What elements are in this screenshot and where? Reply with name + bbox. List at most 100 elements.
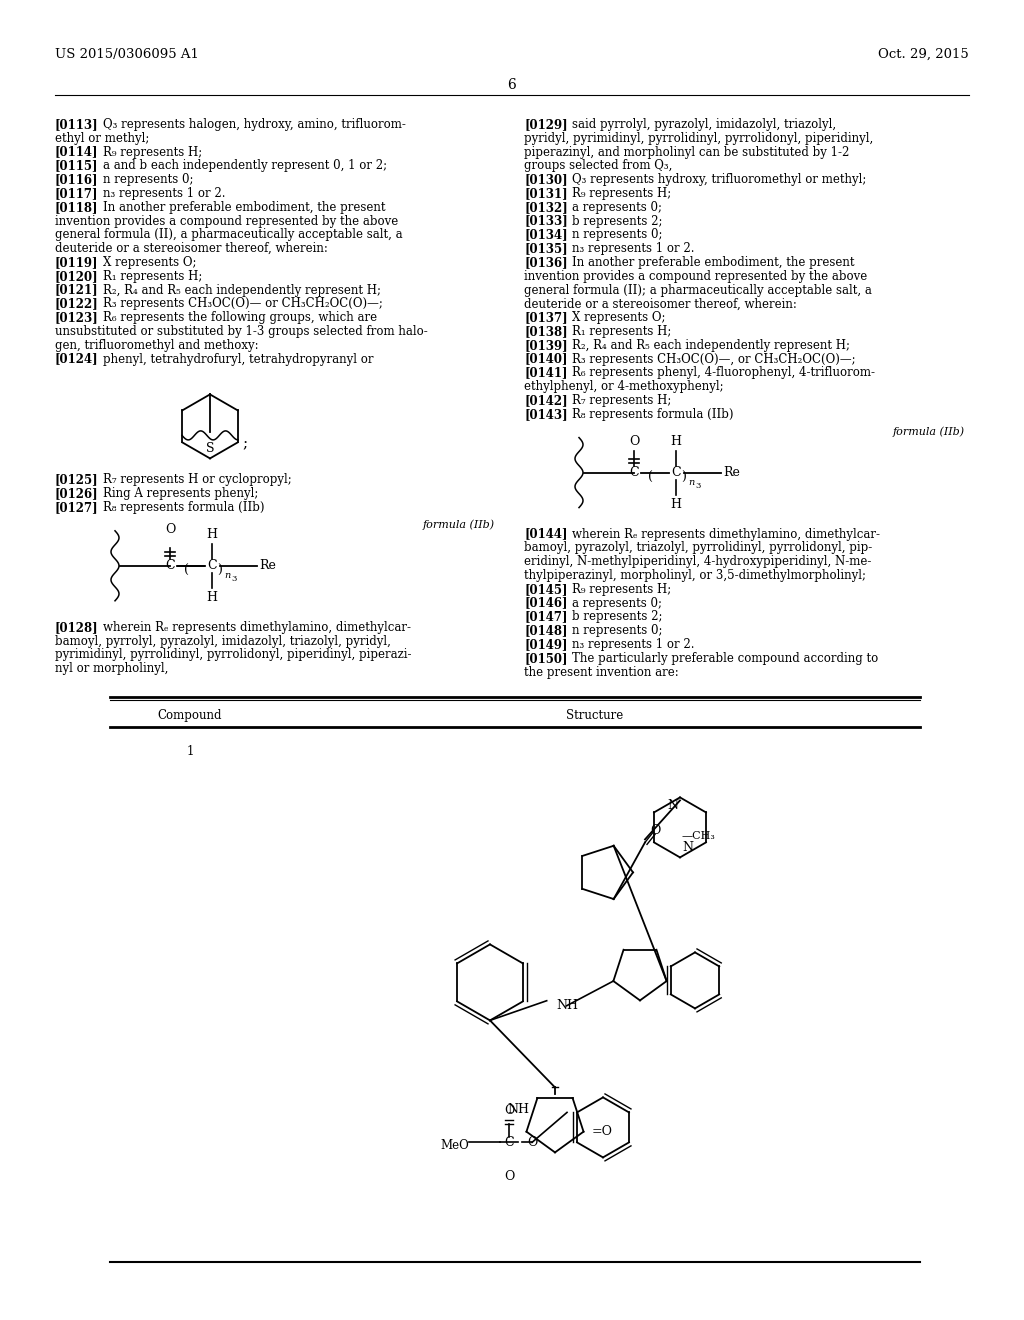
Text: [0150]: [0150]: [524, 652, 567, 665]
Text: N: N: [682, 841, 693, 854]
Text: [0139]: [0139]: [524, 339, 567, 352]
Text: [0144]: [0144]: [524, 528, 567, 541]
Text: US 2015/0306095 A1: US 2015/0306095 A1: [55, 48, 199, 61]
Text: invention provides a compound represented by the above: invention provides a compound represente…: [524, 269, 867, 282]
Text: [0121]: [0121]: [55, 284, 98, 297]
Text: O: O: [165, 523, 175, 536]
Text: Q₃ represents halogen, hydroxy, amino, trifluorom-: Q₃ represents halogen, hydroxy, amino, t…: [103, 117, 406, 131]
Text: The particularly preferable compound according to: The particularly preferable compound acc…: [572, 652, 879, 665]
Text: [0115]: [0115]: [55, 160, 98, 173]
Text: unsubstituted or substituted by 1-3 groups selected from halo-: unsubstituted or substituted by 1-3 grou…: [55, 325, 428, 338]
Text: C: C: [504, 1137, 514, 1148]
Text: n₃ represents 1 or 2.: n₃ represents 1 or 2.: [572, 242, 694, 255]
Text: [0126]: [0126]: [55, 487, 98, 500]
Text: =O: =O: [592, 1125, 612, 1138]
Text: O: O: [629, 434, 639, 447]
Text: R₁ represents H;: R₁ represents H;: [103, 269, 203, 282]
Text: general formula (II), a pharmaceutically acceptable salt, a: general formula (II), a pharmaceutically…: [55, 228, 402, 242]
Text: [0145]: [0145]: [524, 583, 567, 595]
Text: n₃ represents 1 or 2.: n₃ represents 1 or 2.: [572, 638, 694, 651]
Text: [0120]: [0120]: [55, 269, 98, 282]
Text: R₇ represents H or cyclopropyl;: R₇ represents H or cyclopropyl;: [103, 474, 292, 486]
Text: wherein Rₑ represents dimethylamino, dimethylcar-: wherein Rₑ represents dimethylamino, dim…: [103, 620, 411, 634]
Text: 3: 3: [231, 574, 237, 583]
Text: eridinyl, N-methylpiperidinyl, 4-hydroxypiperidinyl, N-me-: eridinyl, N-methylpiperidinyl, 4-hydroxy…: [524, 556, 871, 568]
Text: R₉ represents H;: R₉ represents H;: [103, 145, 203, 158]
Text: the present invention are:: the present invention are:: [524, 665, 679, 678]
Text: NH: NH: [507, 1104, 529, 1117]
Text: In another preferable embodiment, the present: In another preferable embodiment, the pr…: [572, 256, 854, 269]
Text: [0148]: [0148]: [524, 624, 567, 638]
Text: Compound: Compound: [158, 709, 222, 722]
Text: N: N: [667, 800, 678, 812]
Text: O: O: [504, 1105, 514, 1118]
Text: nyl or morpholinyl,: nyl or morpholinyl,: [55, 663, 168, 676]
Text: deuteride or a stereoisomer thereof, wherein:: deuteride or a stereoisomer thereof, whe…: [524, 297, 797, 310]
Text: R₆ represents phenyl, 4-fluorophenyl, 4-trifluorom-: R₆ represents phenyl, 4-fluorophenyl, 4-…: [572, 367, 874, 379]
Text: piperazinyl, and morpholinyl can be substituted by 1-2: piperazinyl, and morpholinyl can be subs…: [524, 145, 849, 158]
Text: [0138]: [0138]: [524, 325, 567, 338]
Text: Re: Re: [723, 466, 740, 479]
Text: 6: 6: [508, 78, 516, 92]
Text: Q₃ represents hydroxy, trifluoromethyl or methyl;: Q₃ represents hydroxy, trifluoromethyl o…: [572, 173, 866, 186]
Text: n represents 0;: n represents 0;: [572, 228, 663, 242]
Text: formula (IIb): formula (IIb): [423, 520, 495, 531]
Text: wherein Rₑ represents dimethylamino, dimethylcar-: wherein Rₑ represents dimethylamino, dim…: [572, 528, 880, 541]
Text: H: H: [671, 498, 682, 511]
Text: (: (: [184, 565, 189, 577]
Text: Oct. 29, 2015: Oct. 29, 2015: [879, 48, 969, 61]
Text: deuteride or a stereoisomer thereof, wherein:: deuteride or a stereoisomer thereof, whe…: [55, 242, 328, 255]
Text: H: H: [207, 591, 217, 603]
Text: ethyl or methyl;: ethyl or methyl;: [55, 132, 150, 145]
Text: [0118]: [0118]: [55, 201, 98, 214]
Text: X represents O;: X represents O;: [103, 256, 197, 269]
Text: C: C: [671, 466, 681, 479]
Text: (: (: [648, 471, 653, 484]
Text: [0143]: [0143]: [524, 408, 567, 421]
Text: [0130]: [0130]: [524, 173, 567, 186]
Text: [0113]: [0113]: [55, 117, 98, 131]
Text: O: O: [526, 1137, 538, 1148]
Text: R₈ represents formula (IIb): R₈ represents formula (IIb): [572, 408, 733, 421]
Text: [0149]: [0149]: [524, 638, 567, 651]
Text: [0146]: [0146]: [524, 597, 567, 610]
Text: [0133]: [0133]: [524, 215, 567, 227]
Text: O: O: [650, 825, 660, 837]
Text: pyrimidinyl, pyrrolidinyl, pyrrolidonyl, piperidinyl, piperazi-: pyrimidinyl, pyrrolidinyl, pyrrolidonyl,…: [55, 648, 412, 661]
Text: S: S: [206, 442, 214, 455]
Text: R₆ represents the following groups, which are: R₆ represents the following groups, whic…: [103, 312, 377, 325]
Text: R₉ represents H;: R₉ represents H;: [572, 583, 672, 595]
Text: Structure: Structure: [566, 709, 624, 722]
Text: a represents 0;: a represents 0;: [572, 597, 662, 610]
Text: a represents 0;: a represents 0;: [572, 201, 662, 214]
Text: n represents 0;: n represents 0;: [572, 624, 663, 638]
Text: [0116]: [0116]: [55, 173, 98, 186]
Text: [0137]: [0137]: [524, 312, 567, 325]
Text: H: H: [671, 434, 682, 447]
Text: O: O: [504, 1171, 514, 1184]
Text: n₃ represents 1 or 2.: n₃ represents 1 or 2.: [103, 187, 225, 201]
Text: [0123]: [0123]: [55, 312, 98, 325]
Text: R₂, R₄ and R₅ each independently represent H;: R₂, R₄ and R₅ each independently represe…: [572, 339, 850, 352]
Text: [0124]: [0124]: [55, 352, 98, 366]
Text: R₈ represents formula (IIb): R₈ represents formula (IIb): [103, 502, 264, 513]
Text: R₁ represents H;: R₁ represents H;: [572, 325, 672, 338]
Text: [0129]: [0129]: [524, 117, 567, 131]
Text: [0122]: [0122]: [55, 297, 98, 310]
Text: In another preferable embodiment, the present: In another preferable embodiment, the pr…: [103, 201, 385, 214]
Text: NH: NH: [557, 999, 579, 1012]
Text: C: C: [165, 560, 175, 573]
Text: n: n: [688, 478, 694, 487]
Text: [0135]: [0135]: [524, 242, 567, 255]
Text: H: H: [207, 528, 217, 541]
Text: n: n: [224, 572, 230, 581]
Text: groups selected from Q₃,: groups selected from Q₃,: [524, 160, 673, 173]
Text: X represents O;: X represents O;: [572, 312, 666, 325]
Text: R₉ represents H;: R₉ represents H;: [572, 187, 672, 201]
Text: b represents 2;: b represents 2;: [572, 610, 663, 623]
Text: 3: 3: [695, 482, 700, 490]
Text: ): ): [681, 471, 686, 484]
Text: R₃ represents CH₃OC(O)—, or CH₃CH₂OC(O)—;: R₃ represents CH₃OC(O)—, or CH₃CH₂OC(O)—…: [572, 352, 856, 366]
Text: R₃ represents CH₃OC(O)— or CH₃CH₂OC(O)—;: R₃ represents CH₃OC(O)— or CH₃CH₂OC(O)—;: [103, 297, 383, 310]
Text: thylpiperazinyl, morpholinyl, or 3,5-dimethylmorpholinyl;: thylpiperazinyl, morpholinyl, or 3,5-dim…: [524, 569, 866, 582]
